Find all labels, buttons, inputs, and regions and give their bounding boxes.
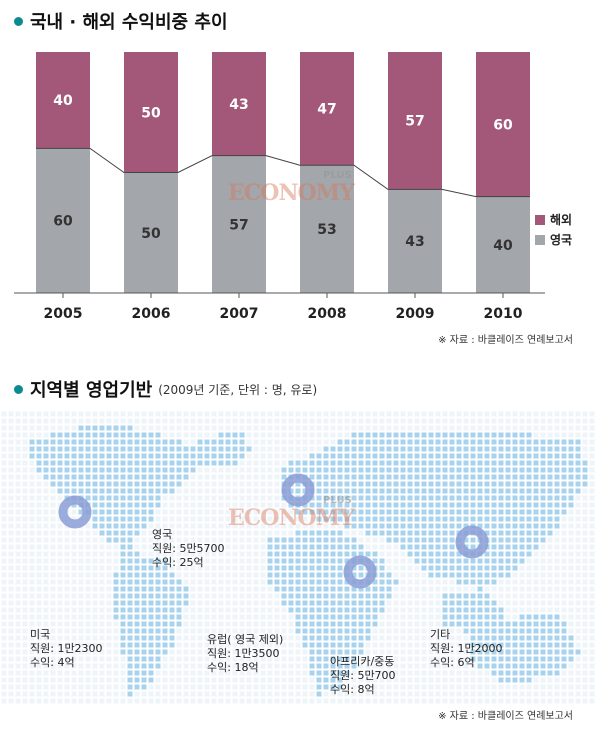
region-label-uk: 영국 직원: 5만5700 수익: 25억 xyxy=(152,528,225,570)
chart-title-row: 국내 · 해외 수익비중 추이 xyxy=(14,8,228,34)
legend-label: 영국 xyxy=(550,232,572,247)
chart-title: 국내 · 해외 수익비중 추이 xyxy=(30,12,228,33)
bar-segment-overseas xyxy=(476,52,530,197)
x-tick-label: 2005 xyxy=(44,306,83,322)
connector-line xyxy=(36,147,530,198)
bullet-icon xyxy=(14,384,23,394)
map-subtitle: (2009년 기준, 단위 : 명, 유로) xyxy=(158,382,318,397)
region-staff: 직원: 5만5700 xyxy=(152,542,225,555)
bullet-icon xyxy=(14,16,23,26)
watermark-logo: ECONOMY PLUS xyxy=(228,495,355,531)
region-revenue: 수익: 25억 xyxy=(152,556,204,569)
region-staff: 직원: 1만2000 xyxy=(430,642,503,655)
data-label-overseas: 57 xyxy=(405,114,424,130)
bar-segment-overseas xyxy=(212,52,266,156)
watermark-text: ECONOMY xyxy=(228,505,355,531)
bar-segment-uk xyxy=(476,196,530,293)
region-marker-africa xyxy=(343,555,377,589)
bar-segment-uk xyxy=(36,148,90,293)
region-name: 아프리카/중동 xyxy=(330,655,395,668)
x-tick-label: 2008 xyxy=(308,306,347,322)
region-label-europe: 유럽( 영국 제외) 직원: 1만3500 수익: 18억 xyxy=(207,633,283,675)
bar-segment-overseas xyxy=(124,52,178,173)
x-tick-label: 2006 xyxy=(132,306,171,322)
data-label-overseas: 50 xyxy=(141,105,161,121)
region-name: 미국 xyxy=(30,628,51,641)
region-marker-us xyxy=(58,495,92,529)
bar-segment-overseas xyxy=(388,52,442,190)
world-dot-map xyxy=(1,411,595,704)
region-revenue: 수익: 6억 xyxy=(430,656,475,669)
region-name: 기타 xyxy=(430,628,451,641)
bar-segment-uk xyxy=(388,189,442,293)
data-label-overseas: 60 xyxy=(493,117,513,133)
region-staff: 직원: 1만2300 xyxy=(30,642,103,655)
data-label-uk: 40 xyxy=(493,238,513,254)
bar-segment-overseas xyxy=(36,52,90,149)
data-label-overseas: 40 xyxy=(53,93,73,109)
region-name: 영국 xyxy=(152,528,173,541)
watermark-logo: ECONOMY PLUS xyxy=(228,170,355,206)
legend-label: 해외 xyxy=(550,212,572,227)
region-marker-other xyxy=(455,525,489,559)
region-label-us: 미국 직원: 1만2300 수익: 4억 xyxy=(30,628,103,670)
data-label-overseas: 43 xyxy=(229,97,248,113)
map-source: ※ 자료 : 바클레이즈 연례보고서 xyxy=(438,711,573,722)
region-label-other: 기타 직원: 1만2000 수익: 6억 xyxy=(430,628,503,670)
legend-swatch xyxy=(535,215,545,225)
data-label-uk: 57 xyxy=(229,217,248,233)
map-title-row: 지역별 영업기반 (2009년 기준, 단위 : 명, 유로) xyxy=(14,376,317,402)
watermark-plus: PLUS xyxy=(323,170,352,181)
data-label-overseas: 47 xyxy=(317,102,336,118)
data-label-uk: 60 xyxy=(53,214,73,230)
bar-segment-uk xyxy=(212,155,266,293)
region-name: 유럽( 영국 제외) xyxy=(207,633,284,646)
stacked-bar-chart: 40 60 2005 50 50 2006 43 57 2007 47 53 2008 57 43 2009… xyxy=(14,52,572,322)
bar-segment-uk xyxy=(300,165,354,293)
x-tick-label: 2010 xyxy=(484,306,523,322)
bar-segment-uk xyxy=(124,172,178,293)
region-marker-uk xyxy=(281,473,315,507)
region-revenue: 수익: 18억 xyxy=(207,661,259,674)
x-tick-label: 2009 xyxy=(396,306,435,322)
data-label-uk: 50 xyxy=(141,226,161,242)
bar-segment-overseas xyxy=(300,52,354,166)
region-label-africa-middle-east: 아프리카/중동 직원: 5만700 수익: 8억 xyxy=(330,655,396,697)
region-staff: 직원: 5만700 xyxy=(330,669,396,682)
data-label-uk: 53 xyxy=(317,222,336,238)
watermark-plus: PLUS xyxy=(323,495,352,506)
region-revenue: 수익: 8억 xyxy=(330,683,375,696)
map-dots xyxy=(1,411,595,704)
chart-source: ※ 자료 : 바클레이즈 연례보고서 xyxy=(438,335,573,346)
legend-swatch xyxy=(535,235,545,245)
watermark-text: ECONOMY xyxy=(228,180,355,206)
map-title: 지역별 영업기반 xyxy=(30,380,153,401)
data-label-uk: 43 xyxy=(405,234,424,250)
x-tick-label: 2007 xyxy=(220,306,259,322)
region-revenue: 수익: 4억 xyxy=(30,656,75,669)
region-staff: 직원: 1만3500 xyxy=(207,647,280,660)
